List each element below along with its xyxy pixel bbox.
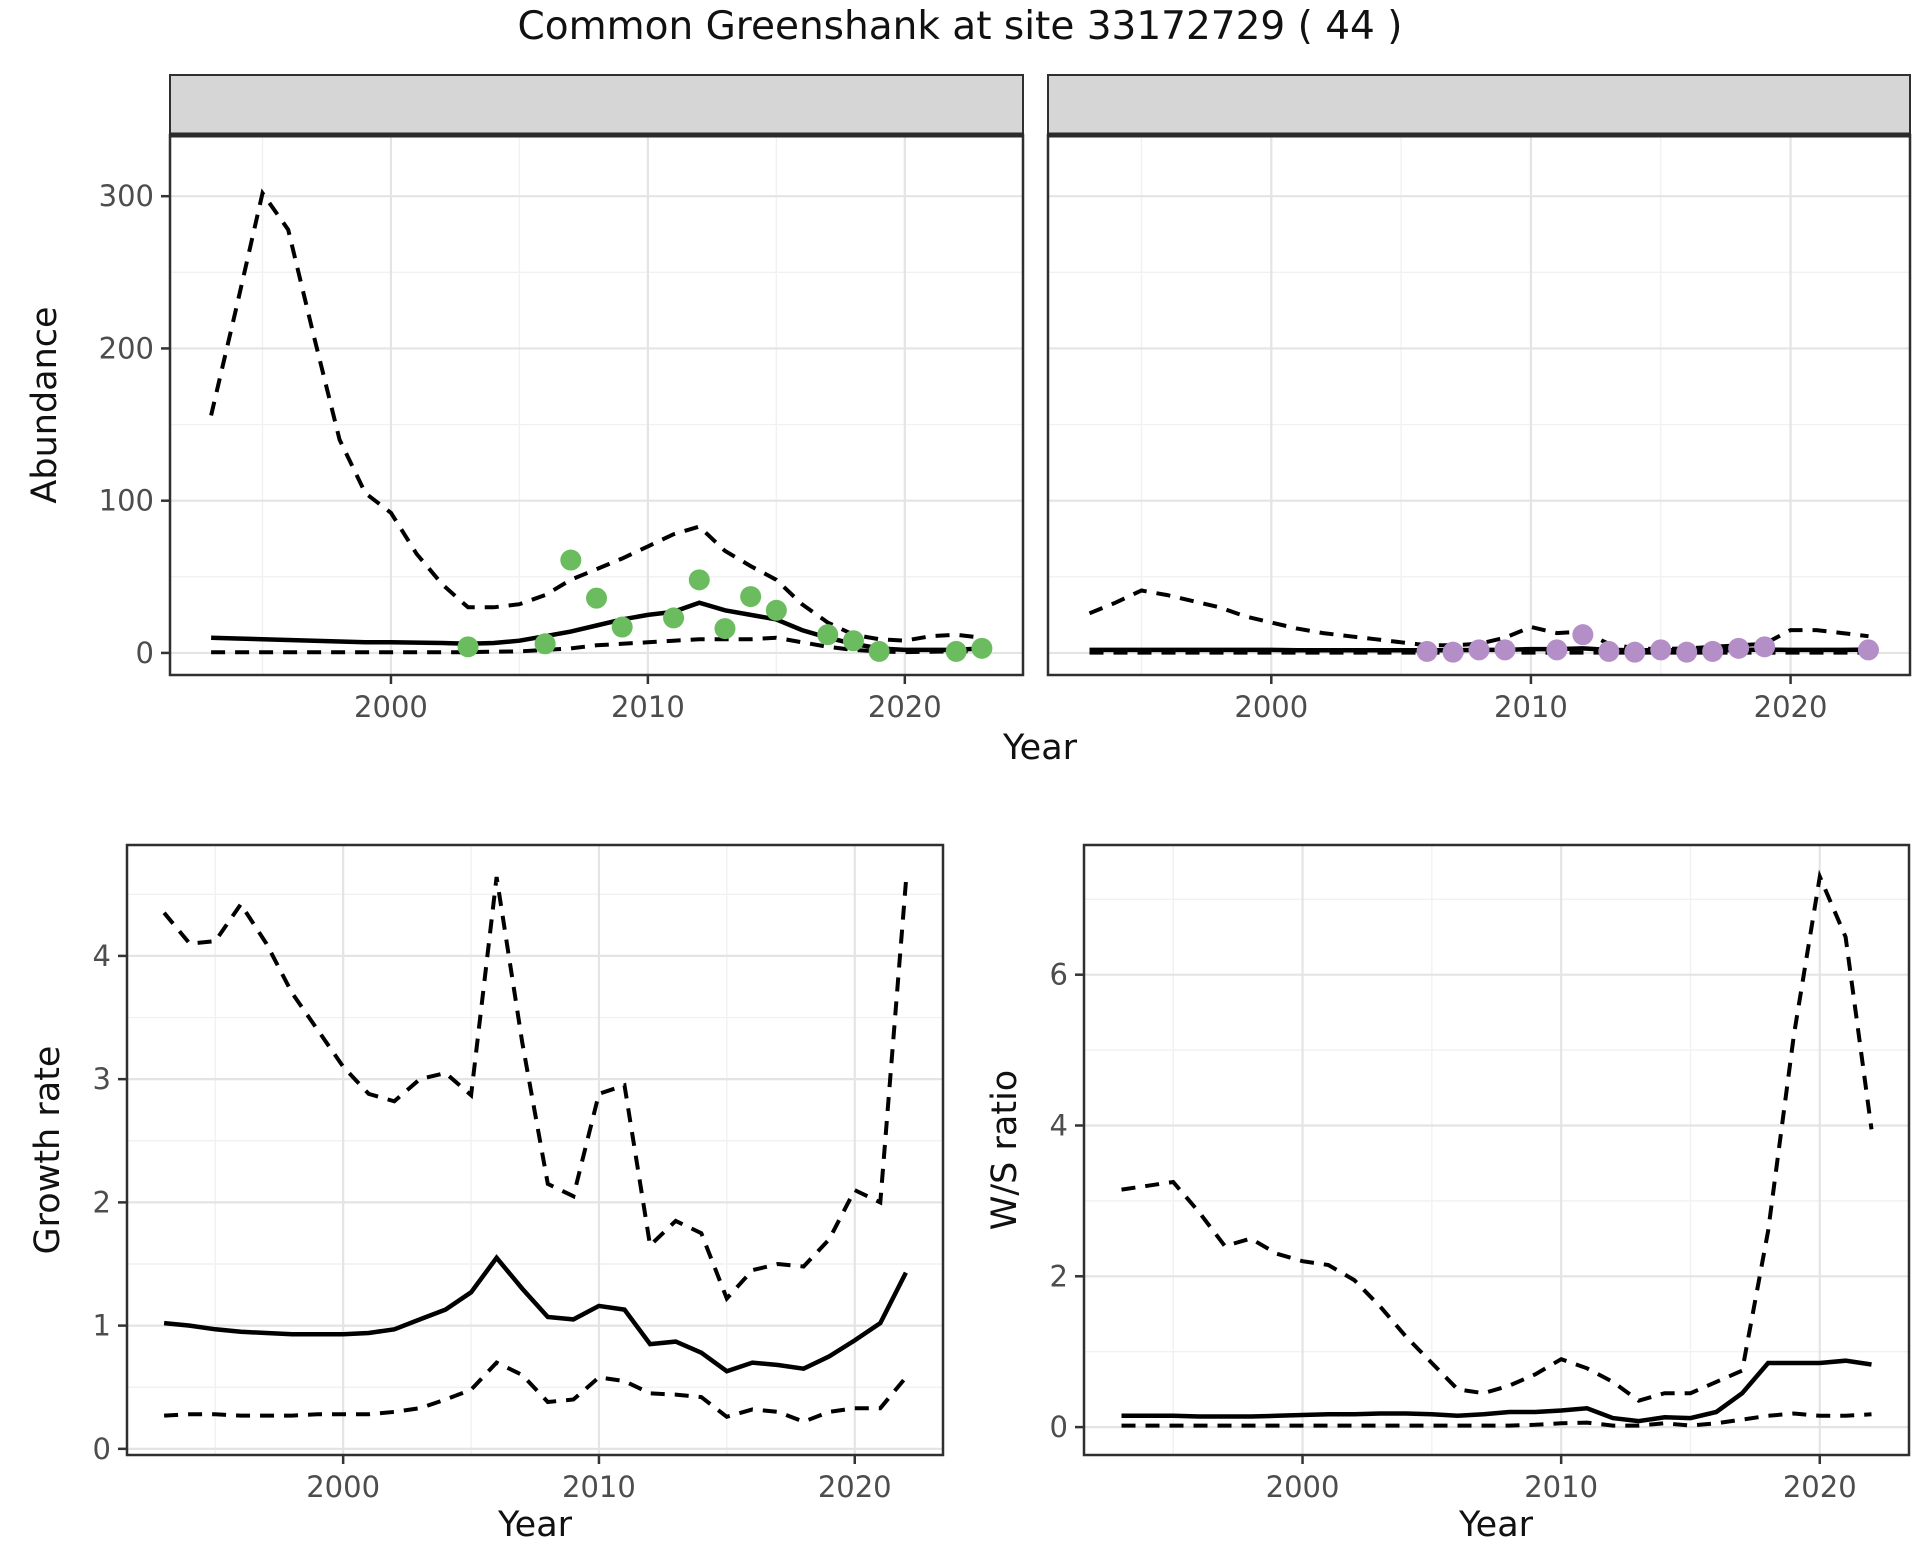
y-tick-label: 1	[93, 1309, 111, 1343]
observed_counts	[457, 549, 993, 662]
gridlines	[1084, 845, 1909, 1455]
x-axis-title-bottom-left: Year	[497, 1505, 573, 1545]
facet-strip-bg	[1047, 74, 1911, 136]
data-point	[1857, 639, 1879, 661]
data-point	[688, 569, 710, 591]
median-line	[1121, 1358, 1872, 1424]
data-point	[817, 624, 839, 646]
y-tick-label: 300	[99, 179, 154, 213]
data-point	[1676, 641, 1698, 663]
x-tick-label: 2010	[1494, 690, 1568, 724]
panel-border	[125, 843, 945, 1457]
data-point	[1598, 640, 1620, 662]
data-point	[560, 549, 582, 571]
x-tick-label: 2020	[1754, 690, 1828, 724]
x-tick-label: 2010	[562, 1470, 636, 1504]
lower_95ci-line	[1121, 1411, 1872, 1428]
x-tick-label: 2000	[354, 690, 428, 724]
data-point	[740, 586, 762, 608]
y-tick-label: 200	[99, 331, 154, 365]
data-point	[1416, 640, 1438, 662]
axis-ticks: 2000 2010 2020	[1234, 675, 1827, 724]
x-axis-title-top: Year	[1002, 728, 1078, 768]
panel-border	[1082, 843, 1911, 1457]
data-point	[611, 616, 633, 638]
y-tick-label: 100	[99, 484, 154, 518]
data-point	[1728, 637, 1750, 659]
y-tick-label: 0	[93, 1432, 111, 1466]
y-tick-label: 0	[136, 636, 154, 670]
data-point	[945, 640, 967, 662]
x-tick-label: 2020	[1783, 1470, 1857, 1504]
x-tick-label: 2010	[1524, 1470, 1598, 1504]
data-point	[663, 607, 685, 629]
y-tick-label: 4	[1050, 1108, 1068, 1142]
data-point	[1572, 624, 1594, 646]
x-tick-label: 2010	[611, 690, 685, 724]
data-point	[1624, 641, 1646, 663]
lower_95ci-line	[163, 1360, 908, 1424]
data-point	[1468, 639, 1490, 661]
y-tick-label: 2	[93, 1185, 111, 1219]
data-point	[1754, 636, 1776, 658]
y-tick-label: 0	[1050, 1410, 1068, 1444]
data-point	[971, 637, 993, 659]
gridlines	[1048, 135, 1910, 675]
data-point	[714, 618, 736, 640]
panel-growth-rate: 2000 2010 2020 0 1 2 3 4	[93, 843, 945, 1504]
panel-ws-ratio: 2000 2010 2020 0 2 4 6	[1050, 843, 1911, 1504]
y-tick-label: 4	[93, 939, 111, 973]
x-tick-label: 2020	[868, 690, 942, 724]
median-line	[163, 1254, 908, 1374]
data-point	[842, 630, 864, 652]
data-point	[1650, 639, 1672, 661]
data-point	[534, 633, 556, 655]
data-point	[1546, 639, 1568, 661]
axis-ticks: 2000 2010 2020 0 2 4 6	[1050, 958, 1857, 1504]
data-point	[586, 587, 607, 609]
y-tick-label: 2	[1050, 1259, 1068, 1293]
y-tick-label: 6	[1050, 958, 1068, 992]
panel-abundance-summer: 2000 2010 2020 0 100 200 300	[99, 74, 1025, 724]
axis-ticks: 2000 2010 2020 0 1 2 3 4	[93, 939, 892, 1504]
data-point	[1442, 641, 1464, 663]
upper_95ci-line	[1121, 869, 1874, 1403]
data-point	[868, 640, 890, 662]
x-tick-label: 2000	[1266, 1470, 1340, 1504]
data-point	[1702, 640, 1724, 662]
x-tick-label: 2000	[1234, 690, 1308, 724]
chart-title: Common Greenshank at site 33172729 ( 44 …	[517, 4, 1403, 49]
y-tick-label: 3	[93, 1062, 111, 1096]
x-tick-label: 2000	[306, 1470, 380, 1504]
lower_95ci-line	[211, 635, 982, 655]
axis-ticks: 2000 2010 2020 0 100 200 300	[99, 179, 942, 724]
upper_95ci-line	[162, 876, 908, 1303]
data-point	[1494, 639, 1516, 661]
facet-strip-bg	[169, 74, 1024, 136]
observed_counts	[1416, 624, 1879, 663]
data-point	[457, 636, 479, 658]
x-tick-label: 2020	[818, 1470, 892, 1504]
data-point	[765, 599, 787, 621]
x-axis-title-bottom-right: Year	[1458, 1505, 1534, 1545]
panel-abundance-winter: 2000 2010 2020	[1046, 74, 1912, 724]
gridlines	[127, 845, 943, 1455]
